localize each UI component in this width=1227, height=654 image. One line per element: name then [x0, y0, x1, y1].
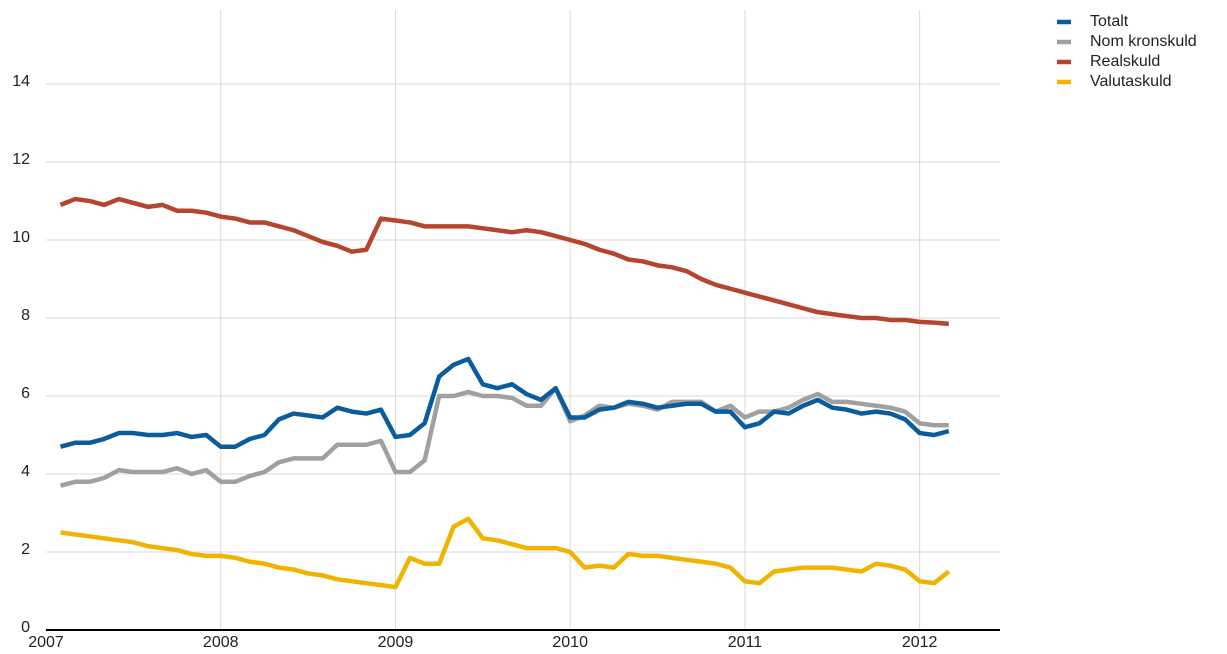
x-tick-label: 2011 [728, 634, 763, 651]
y-tick-label: 6 [21, 385, 30, 402]
x-tick-label: 2012 [902, 634, 938, 651]
x-tick-label: 2010 [552, 634, 588, 651]
legend-label: Totalt [1090, 13, 1129, 30]
series-line [59, 356, 950, 449]
x-tick-label: 2009 [378, 634, 414, 651]
y-tick-label: 0 [21, 619, 30, 636]
y-tick-label: 8 [21, 307, 30, 324]
x-tick-label: 2007 [28, 634, 64, 651]
y-tick-label: 2 [21, 541, 30, 558]
series-line [60, 516, 951, 590]
legend-label: Realskuld [1090, 53, 1160, 70]
series-line [59, 385, 949, 488]
legend-label: Nom kronskuld [1090, 33, 1197, 50]
y-tick-label: 4 [21, 463, 30, 480]
y-tick-label: 10 [12, 229, 30, 246]
x-tick-label: 2008 [203, 634, 239, 651]
y-tick-label: 12 [12, 151, 30, 168]
legend-label: Valutaskuld [1090, 73, 1172, 90]
series-line [59, 196, 949, 327]
y-tick-label: 14 [12, 73, 30, 90]
